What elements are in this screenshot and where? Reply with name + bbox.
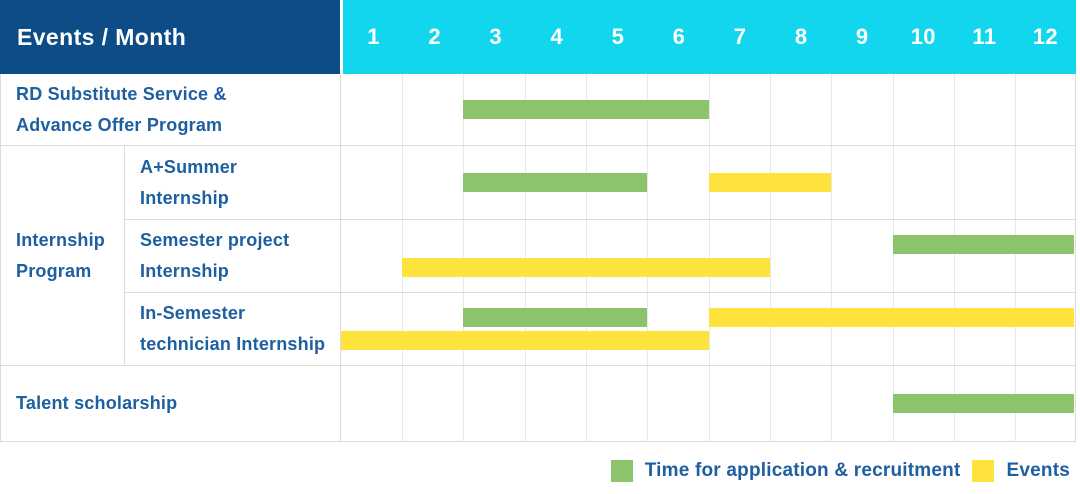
month-gridline bbox=[954, 220, 956, 292]
month-gridline bbox=[708, 366, 710, 441]
gantt-bar-green bbox=[892, 394, 1074, 413]
month-gridline bbox=[402, 293, 404, 365]
row-label-semester-project-internship: Semester project Internship bbox=[140, 230, 290, 281]
events-month-title: Events / Month bbox=[17, 23, 187, 50]
gantt-track-semester-project-internship bbox=[339, 220, 1075, 292]
month-gridline bbox=[831, 293, 833, 365]
month-label-12: 12 bbox=[1032, 24, 1058, 49]
gantt-track-in-semester-technician-internship bbox=[339, 293, 1075, 365]
table-row: In-Semester technician Internship bbox=[125, 293, 1075, 365]
month-gridline bbox=[708, 220, 710, 292]
month-gridline bbox=[831, 220, 833, 292]
month-gridline bbox=[402, 146, 404, 219]
month-header-strip: 1 2 3 4 5 6 7 8 9 10 11 12 bbox=[340, 0, 1076, 74]
month-label-8: 8 bbox=[794, 24, 808, 49]
row-label-talent-scholarship: Talent scholarship bbox=[16, 393, 178, 414]
month-gridline bbox=[1015, 220, 1017, 292]
month-label-10: 10 bbox=[910, 24, 936, 49]
month-gridline bbox=[892, 220, 894, 292]
month-label-7: 7 bbox=[733, 24, 747, 49]
month-gridline bbox=[770, 366, 772, 441]
month-label-3: 3 bbox=[489, 24, 502, 49]
events-month-header-cell: Events / Month bbox=[0, 0, 340, 74]
row-group-label-internship-program: Internship Program bbox=[1, 146, 125, 365]
table-row: RD Substitute Service & Advance Offer Pr… bbox=[1, 74, 1075, 146]
month-gridline bbox=[1015, 293, 1017, 365]
month-gridline bbox=[770, 74, 772, 145]
month-gridline bbox=[831, 74, 833, 145]
table-row: Semester project Internship bbox=[125, 220, 1075, 293]
month-gridline bbox=[524, 220, 526, 292]
month-gridline bbox=[1015, 146, 1017, 219]
month-gridline bbox=[647, 366, 649, 441]
month-gridline bbox=[1015, 74, 1017, 145]
month-gridline bbox=[463, 366, 465, 441]
internship-program-subrows: A+Summer Internship Semester project Int… bbox=[125, 146, 1075, 365]
legend: Time for application & recruitment Event… bbox=[0, 442, 1080, 494]
table-row: A+Summer Internship bbox=[125, 146, 1075, 220]
table-header-row: Events / Month 1 2 3 4 5 6 7 8 9 10 11 12 bbox=[0, 0, 1076, 74]
month-gridline bbox=[954, 293, 956, 365]
month-gridline bbox=[708, 74, 710, 145]
gantt-track-a-plus-summer-internship bbox=[339, 146, 1075, 219]
month-gridline bbox=[402, 366, 404, 441]
month-gridline bbox=[647, 293, 649, 365]
table-body: RD Substitute Service & Advance Offer Pr… bbox=[0, 74, 1076, 442]
row-label-rd-substitute-service: RD Substitute Service & Advance Offer Pr… bbox=[16, 83, 227, 135]
legend-label-application-recruitment: Time for application & recruitment bbox=[644, 459, 961, 481]
month-label-9: 9 bbox=[855, 24, 869, 49]
table-row: Talent scholarship bbox=[1, 366, 1075, 442]
month-gridline bbox=[770, 220, 772, 292]
month-gridline bbox=[831, 146, 833, 219]
month-gridline bbox=[892, 293, 894, 365]
month-gridline bbox=[770, 293, 772, 365]
month-gridline bbox=[647, 146, 649, 219]
gantt-bar-green bbox=[463, 100, 709, 119]
legend-yellow-swatch-icon bbox=[972, 459, 995, 482]
month-gridline bbox=[892, 74, 894, 145]
gantt-bar-green bbox=[463, 173, 648, 192]
month-gridline bbox=[647, 220, 649, 292]
gantt-bar-yellow bbox=[708, 173, 832, 192]
month-label-2: 2 bbox=[428, 24, 441, 49]
row-label-a-plus-summer-internship: A+Summer Internship bbox=[140, 156, 238, 208]
month-gridline bbox=[402, 74, 404, 145]
month-label-1: 1 bbox=[367, 24, 380, 49]
month-gridline bbox=[586, 366, 588, 441]
row-label-in-semester-technician-internship: In-Semester technician Internship bbox=[140, 303, 326, 354]
month-label-6: 6 bbox=[672, 24, 686, 49]
gantt-bar-yellow bbox=[340, 331, 709, 350]
internship-program-group: Internship Program A+Summer Internship S… bbox=[1, 146, 1075, 366]
month-label-4: 4 bbox=[550, 24, 564, 49]
month-label-5: 5 bbox=[611, 24, 625, 49]
month-gridline bbox=[831, 366, 833, 441]
gantt-bar-green bbox=[463, 308, 648, 327]
month-gridline bbox=[892, 146, 894, 219]
legend-label-events: Events bbox=[1006, 459, 1070, 481]
month-gridline bbox=[586, 293, 588, 365]
month-gridline bbox=[708, 293, 710, 365]
gantt-track-rd-substitute-service bbox=[339, 74, 1075, 145]
legend-green-swatch-icon bbox=[610, 459, 633, 482]
gantt-track-talent-scholarship bbox=[339, 366, 1075, 441]
month-gridline bbox=[402, 220, 404, 292]
month-gridline bbox=[954, 146, 956, 219]
month-gridline bbox=[463, 293, 465, 365]
gantt-bar-yellow bbox=[402, 258, 771, 277]
month-gridline bbox=[524, 366, 526, 441]
month-gridline bbox=[954, 74, 956, 145]
month-gridline bbox=[463, 220, 465, 292]
gantt-bar-yellow bbox=[708, 308, 1074, 327]
month-label-11: 11 bbox=[972, 24, 997, 49]
month-gridline bbox=[524, 293, 526, 365]
gantt-bar-green bbox=[892, 235, 1074, 254]
month-gridline bbox=[586, 220, 588, 292]
